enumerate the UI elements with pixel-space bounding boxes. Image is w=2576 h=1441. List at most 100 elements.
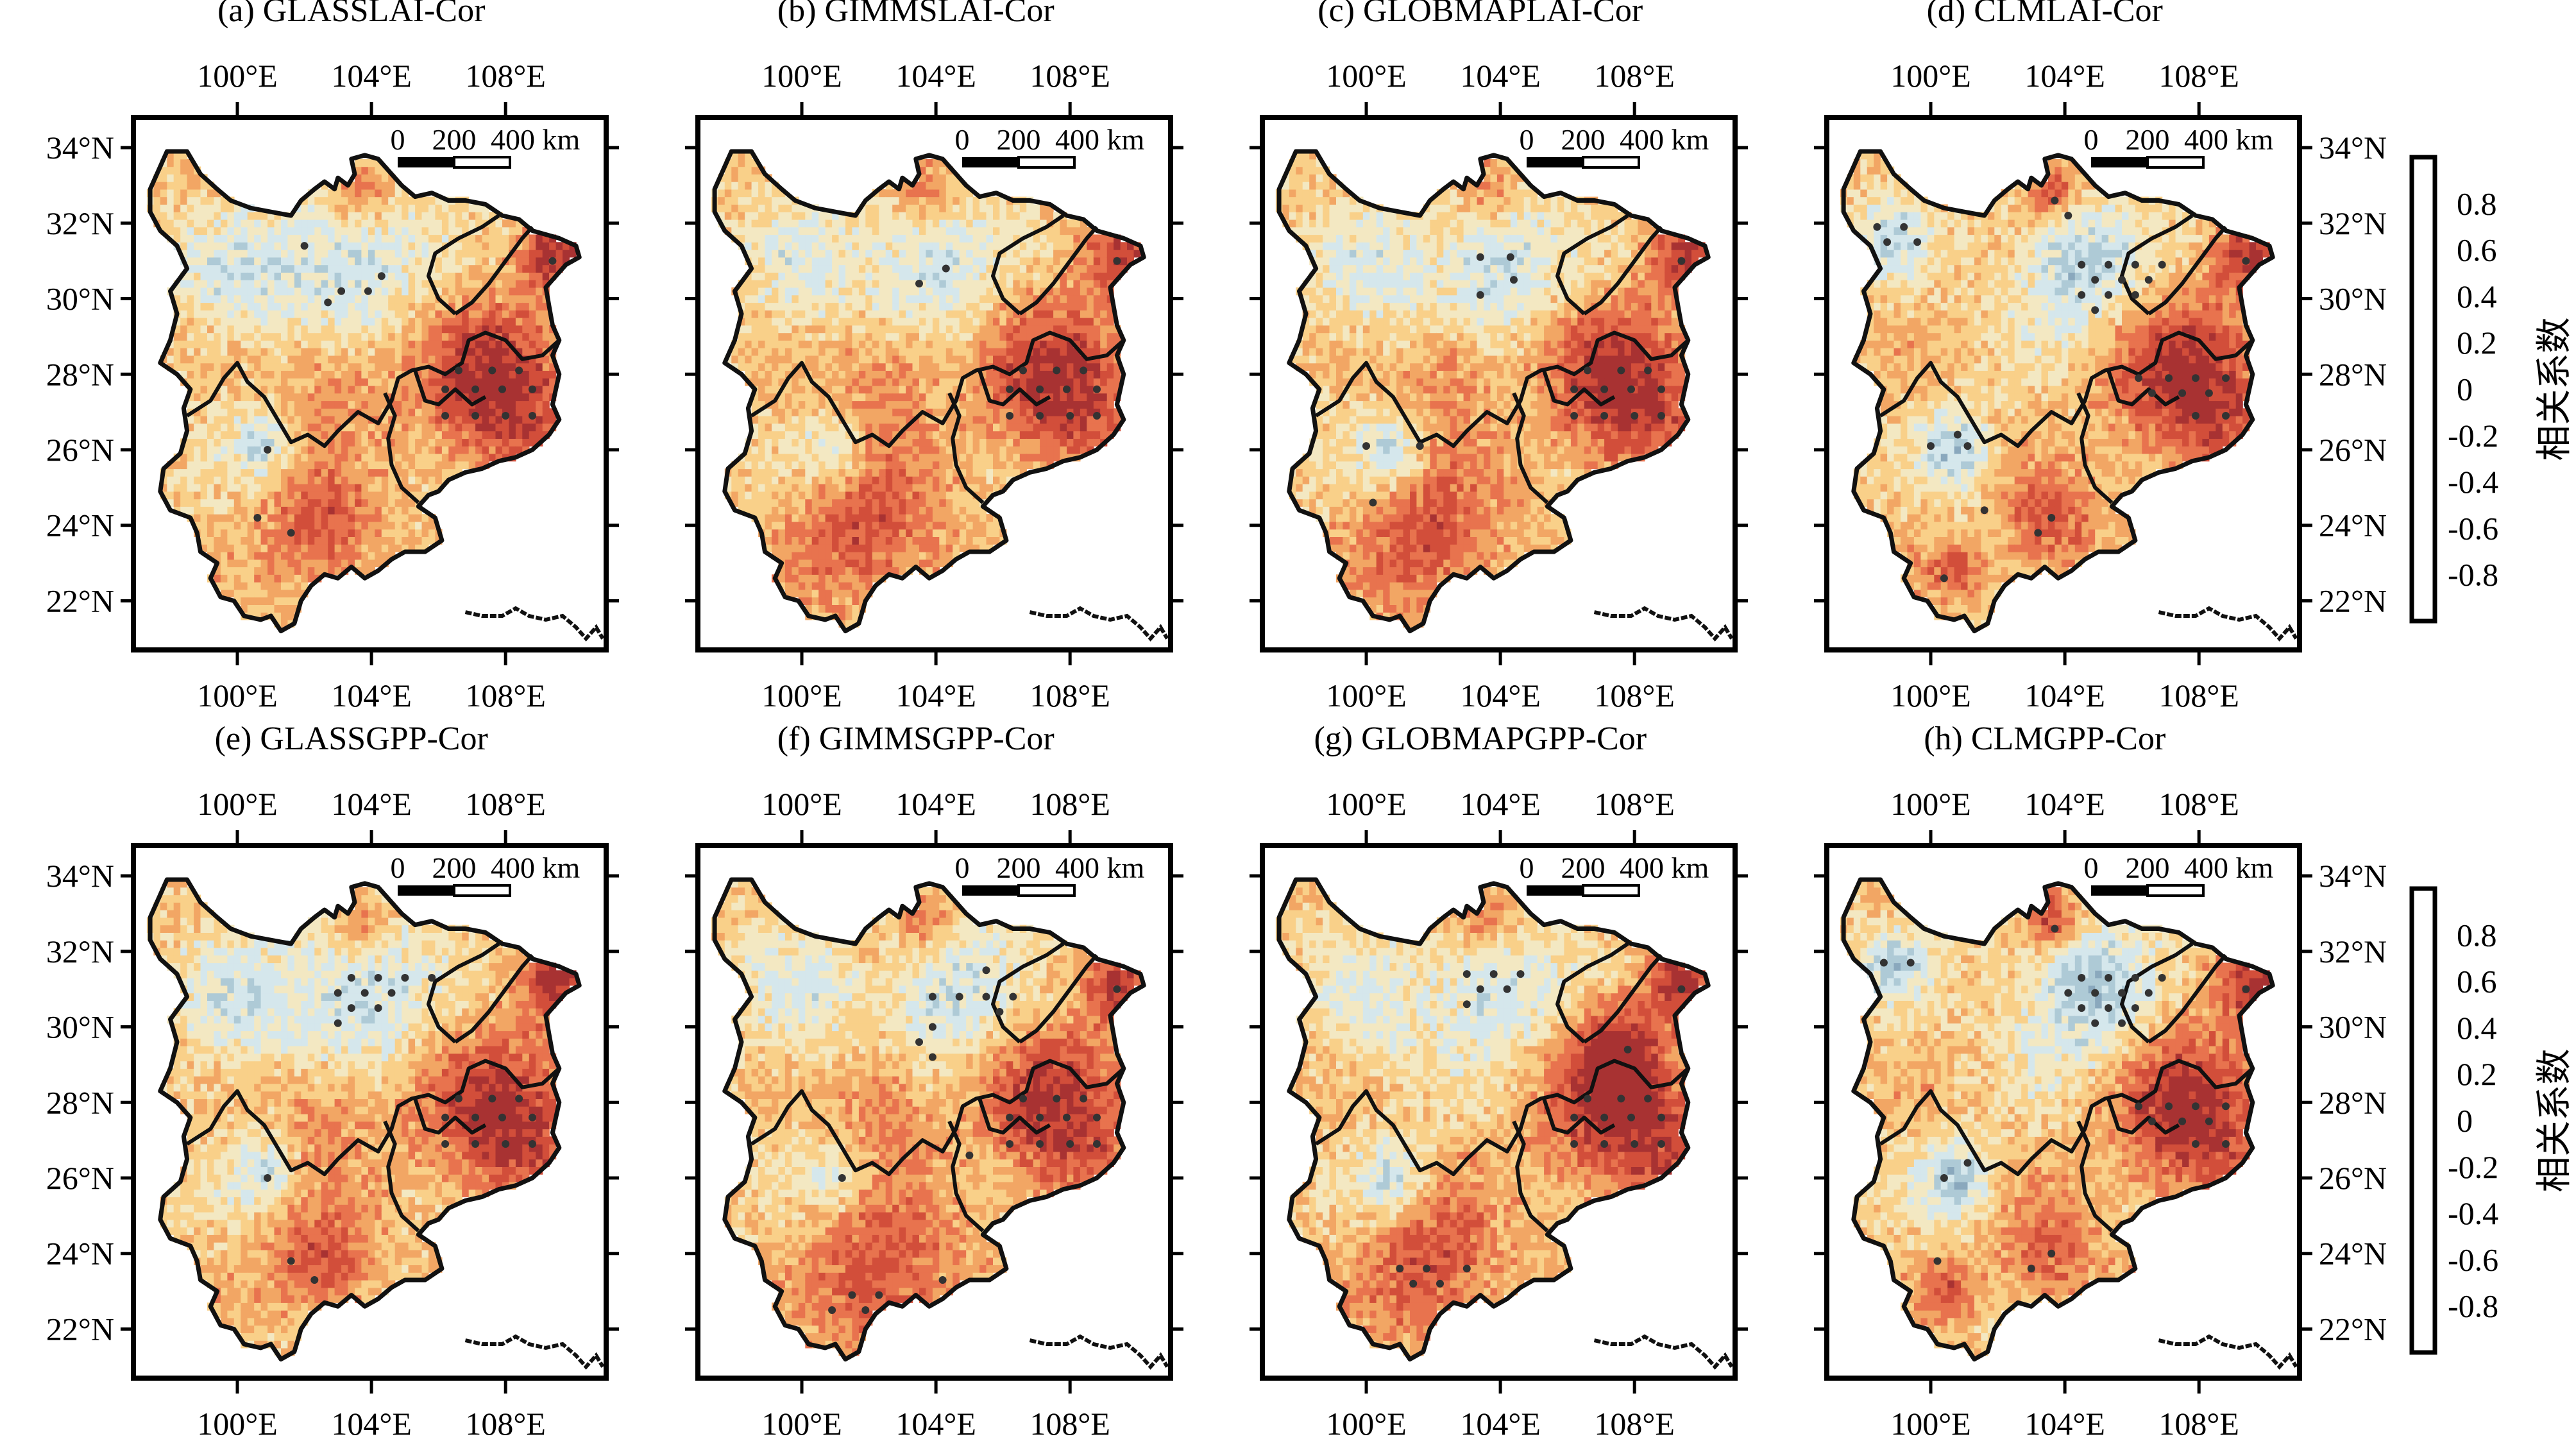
grid-cell [489, 400, 496, 409]
grid-cell [792, 378, 799, 386]
grid-cell [953, 257, 960, 266]
grid-cell [247, 287, 255, 296]
grid-cell [173, 355, 181, 364]
grid-cell [274, 393, 282, 402]
grid-cell [428, 408, 436, 416]
grid-cell [778, 468, 786, 477]
grid-cell [832, 294, 840, 303]
grid-cell [986, 385, 994, 394]
grid-cell [879, 529, 886, 537]
grid-cell [939, 234, 947, 243]
grid-cell [792, 400, 799, 409]
grid-cell [321, 385, 328, 394]
grid-cell [811, 529, 819, 537]
grid-cell [1033, 446, 1040, 454]
grid-cell [852, 355, 860, 364]
grid-cell [959, 196, 967, 205]
grid-cell [287, 234, 295, 243]
x-tick-label-top: 100°E [197, 58, 278, 94]
grid-cell [765, 355, 772, 364]
grid-cell [394, 242, 402, 250]
grid-cell [818, 378, 826, 386]
grid-cell [845, 484, 853, 492]
grid-cell [892, 536, 900, 545]
grid-cell [838, 506, 846, 515]
grid-cell [254, 234, 262, 243]
grid-cell [899, 189, 906, 198]
grid-cell [241, 219, 248, 228]
grid-cell [468, 416, 476, 424]
grid-cell [241, 325, 248, 334]
grid-cell [912, 294, 920, 303]
grid-cell [818, 491, 826, 500]
grid-cell [408, 378, 416, 386]
grid-cell [979, 536, 987, 545]
grid-cell [233, 204, 241, 212]
grid-cell [402, 476, 409, 484]
grid-cell [233, 385, 241, 394]
grid-cell [1019, 393, 1027, 402]
grid-cell [865, 416, 873, 424]
grid-cell [294, 552, 301, 560]
grid-cell [227, 559, 235, 568]
grid-cell [441, 340, 449, 348]
grid-cell [784, 453, 792, 462]
grid-cell [455, 446, 462, 454]
grid-cell [408, 226, 416, 235]
grid-cell [462, 416, 470, 424]
grid-cell [502, 370, 510, 379]
grid-cell [919, 423, 927, 432]
grid-cell [885, 287, 893, 296]
panel-b-title: (b) GIMMSLAI-Cor [777, 0, 1055, 29]
grid-cell [375, 484, 382, 492]
grid-cell [731, 484, 739, 492]
grid-cell [751, 158, 759, 167]
significance-dot [441, 385, 450, 393]
grid-cell [375, 529, 382, 537]
grid-cell [348, 226, 355, 235]
grid-cell [489, 385, 496, 394]
grid-cell [731, 212, 739, 220]
grid-cell [1019, 332, 1027, 341]
grid-cell [542, 370, 550, 379]
grid-cell [321, 332, 328, 341]
grid-cell [772, 552, 779, 560]
grid-cell [462, 370, 470, 379]
grid-cell [200, 212, 208, 220]
grid-cell [294, 514, 301, 522]
grid-cell [778, 370, 786, 379]
grid-cell [993, 348, 1001, 356]
grid-cell [435, 461, 443, 470]
grid-cell [274, 506, 282, 515]
grid-cell [368, 294, 375, 303]
grid-cell [919, 393, 927, 402]
grid-cell [792, 318, 799, 326]
grid-cell [368, 423, 375, 432]
grid-cell [274, 226, 282, 235]
grid-cell [348, 431, 355, 439]
grid-cell [872, 318, 879, 326]
grid-cell [906, 491, 913, 500]
grid-cell [167, 212, 174, 220]
grid-cell [220, 370, 228, 379]
grid-cell [402, 521, 409, 530]
grid-cell [314, 468, 322, 477]
grid-cell [321, 468, 328, 477]
grid-cell [986, 484, 994, 492]
grid-cell [241, 567, 248, 575]
grid-cell [200, 393, 208, 402]
grid-cell [321, 196, 328, 205]
grid-cell [899, 423, 906, 432]
grid-cell [945, 355, 953, 364]
grid-cell [241, 597, 248, 605]
grid-cell [394, 408, 402, 416]
grid-cell [328, 280, 335, 288]
grid-cell [435, 325, 443, 334]
grid-cell [999, 204, 1007, 212]
grid-cell [899, 280, 906, 288]
grid-cell [892, 438, 900, 447]
grid-cell [825, 438, 833, 447]
grid-cell [207, 521, 215, 530]
grid-cell [811, 544, 819, 552]
